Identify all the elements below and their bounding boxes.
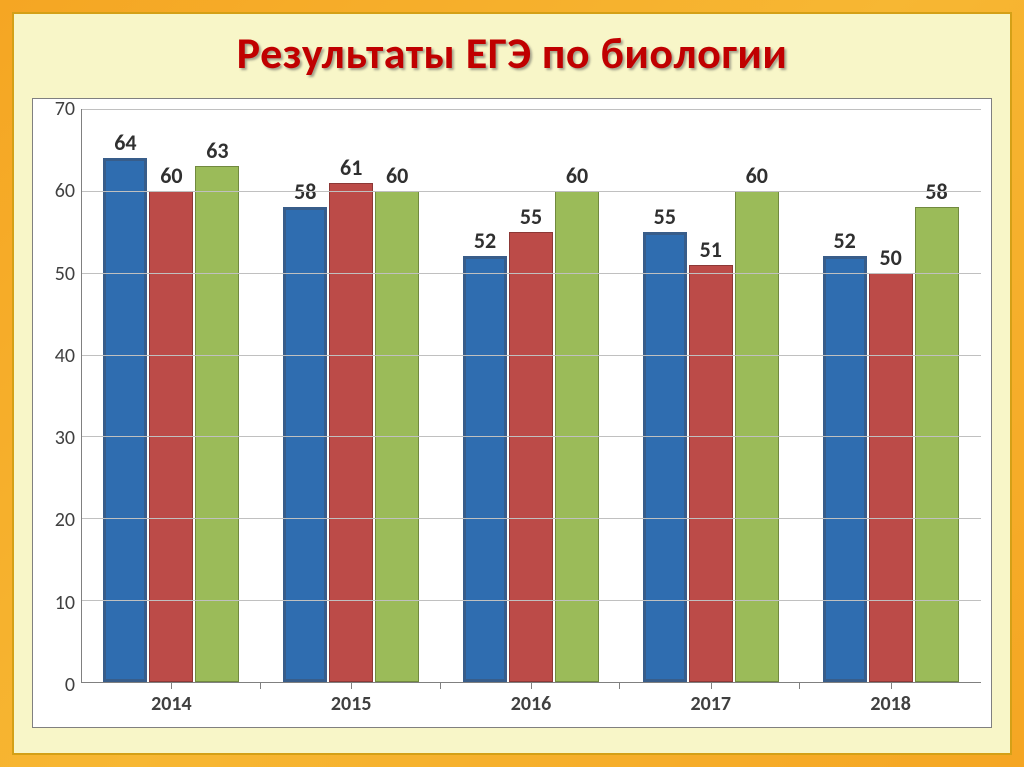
- y-tick-label: 0: [65, 673, 75, 697]
- bar-group: 6460632014: [82, 109, 262, 682]
- x-sep: [260, 682, 261, 689]
- x-tick: [711, 682, 712, 689]
- y-tick-label: 20: [55, 508, 75, 532]
- y-tick-label: 50: [55, 262, 75, 286]
- bar: [283, 207, 327, 682]
- bar-value-label: 50: [879, 244, 901, 271]
- bar-value-label: 55: [654, 203, 676, 230]
- bar: [869, 273, 913, 682]
- y-tick-label: 60: [55, 179, 75, 203]
- bar-wrap: 60: [555, 109, 599, 682]
- y-tick-label: 10: [55, 591, 75, 615]
- bar-cluster: 58 61 60: [283, 109, 419, 682]
- x-tick: [171, 682, 172, 689]
- y-axis: 010203040506070: [33, 99, 81, 683]
- bar-wrap: 60: [375, 109, 419, 682]
- bar-group: 5551602017: [621, 109, 801, 682]
- bar-wrap: 58: [283, 109, 327, 682]
- bar-value-label: 51: [700, 236, 722, 263]
- chart-title: Результаты ЕГЭ по биологии: [237, 26, 788, 80]
- bar-wrap: 60: [149, 109, 193, 682]
- grid-line: [82, 191, 981, 192]
- bar-cluster: 52 55 60: [463, 109, 599, 682]
- bar-wrap: 52: [463, 109, 507, 682]
- bar-value-label: 52: [474, 227, 496, 254]
- chart-container: 0 10 20 30 40 50 60 70 64 60 63 2014 58 61 60 2015 52 55…: [32, 98, 992, 728]
- bar-value-label: 60: [386, 162, 408, 189]
- grid-line: [82, 518, 981, 519]
- x-tick-label: 2017: [621, 692, 800, 716]
- x-tick: [531, 682, 532, 689]
- x-sep: [799, 682, 800, 689]
- x-sep: [619, 682, 620, 689]
- bar-wrap: 64: [103, 109, 147, 682]
- bar-group: 5250582018: [801, 109, 981, 682]
- content-panel: Результаты ЕГЭ по биологии 0 10 20 30 40 50 60…: [12, 12, 1012, 755]
- bar-wrap: 55: [509, 109, 553, 682]
- grid-line: [82, 273, 981, 274]
- x-tick: [351, 682, 352, 689]
- slide-background: Результаты ЕГЭ по биологии 0 10 20 30 40 50 60…: [0, 0, 1024, 767]
- bar: [463, 256, 507, 682]
- x-tick-label: 2015: [262, 692, 441, 716]
- grid-line: [82, 355, 981, 356]
- bar-groups: 6460632014586160201552556020165551602017…: [82, 109, 981, 682]
- bar-value-label: 52: [833, 227, 855, 254]
- bar: [823, 256, 867, 682]
- grid-line: [82, 436, 981, 437]
- bar: [509, 232, 553, 682]
- x-tick-label: 2016: [442, 692, 621, 716]
- plot-area: 6460632014586160201552556020165551602017…: [81, 109, 981, 683]
- bar-value-label: 60: [566, 162, 588, 189]
- bar: [103, 158, 147, 682]
- bar-wrap: 58: [915, 109, 959, 682]
- bar-wrap: 55: [643, 109, 687, 682]
- grid-line: [82, 600, 981, 601]
- bar-wrap: 61: [329, 109, 373, 682]
- bar-wrap: 52: [823, 109, 867, 682]
- bar: [915, 207, 959, 682]
- x-tick-label: 2014: [82, 692, 261, 716]
- bar: [643, 232, 687, 682]
- x-tick-label: 2018: [801, 692, 980, 716]
- bar-value-label: 63: [206, 137, 228, 164]
- bar-value-label: 61: [340, 154, 362, 181]
- bar-wrap: 60: [735, 109, 779, 682]
- bar-cluster: 55 51 60: [643, 109, 779, 682]
- bar: [329, 183, 373, 682]
- bar-cluster: 64 60 63: [103, 109, 239, 682]
- grid-line: [82, 109, 981, 110]
- y-tick-label: 70: [55, 97, 75, 121]
- bar-value-label: 64: [114, 129, 136, 156]
- bar-wrap: 50: [869, 109, 913, 682]
- bar-wrap: 51: [689, 109, 733, 682]
- bar-group: 5861602015: [262, 109, 442, 682]
- bar: [689, 265, 733, 682]
- x-tick: [891, 682, 892, 689]
- bar-cluster: 52 50 58: [823, 109, 959, 682]
- bar: [195, 166, 239, 682]
- y-tick-label: 40: [55, 344, 75, 368]
- x-sep: [440, 682, 441, 689]
- bar-value-label: 55: [520, 203, 542, 230]
- y-tick-label: 30: [55, 426, 75, 450]
- bar-wrap: 63: [195, 109, 239, 682]
- bar-value-label: 60: [160, 162, 182, 189]
- bar-value-label: 60: [746, 162, 768, 189]
- bar-group: 5255602016: [442, 109, 622, 682]
